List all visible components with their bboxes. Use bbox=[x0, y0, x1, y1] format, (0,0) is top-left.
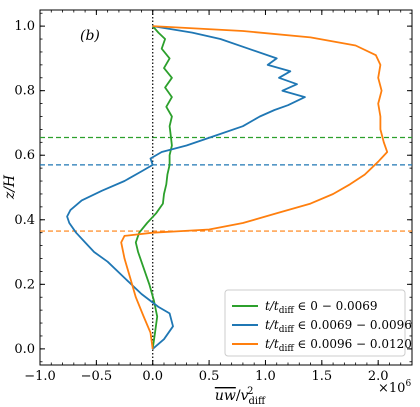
y-axis-label: z/H bbox=[2, 174, 18, 200]
x-axis-label: uw/vdiff2 bbox=[215, 386, 266, 407]
legend-range-0: ∈ 0 − 0.0069 bbox=[294, 299, 378, 313]
legend-box bbox=[224, 289, 406, 357]
tick-labels: −1.0 −0.5 0.0 0.5 1.0 1.5 2.0 0.0 0.2 0.4 0.6 0.8 1.… bbox=[14, 19, 388, 384]
series-line-1 bbox=[66, 25, 306, 350]
plot-frame bbox=[39, 9, 413, 366]
x-tick-label-6: 2.0 bbox=[368, 369, 389, 384]
reference-lines bbox=[40, 10, 412, 365]
x-label-sub: diff bbox=[248, 396, 266, 407]
y-tick-label-3: 0.6 bbox=[14, 148, 35, 163]
x-tick-label-5: 1.5 bbox=[311, 369, 332, 384]
legend-label-1: t/tdiff ∈ 0.0069 − 0.0096 bbox=[265, 318, 412, 335]
legend-label-2: t/tdiff ∈ 0.0096 − 0.0120 bbox=[265, 337, 412, 354]
x-label-slash: / bbox=[236, 388, 241, 404]
x-scale-base: ×10 bbox=[378, 381, 405, 396]
series-line-0 bbox=[134, 25, 173, 350]
x-tick-label-4: 1.0 bbox=[255, 369, 276, 384]
x-tick-label-1: −0.5 bbox=[81, 369, 113, 384]
legend-range-2: ∈ 0.0096 − 0.0120 bbox=[294, 337, 412, 351]
x-scale-label: ×106 bbox=[378, 379, 411, 396]
y-tick-label-5: 1.0 bbox=[14, 19, 35, 34]
y-tick-label-1: 0.2 bbox=[14, 277, 35, 292]
y-tick-label-4: 0.8 bbox=[14, 84, 35, 99]
x-label-v: v bbox=[241, 388, 249, 404]
series-line-2 bbox=[120, 25, 389, 350]
x-scale-exp: 6 bbox=[405, 379, 411, 389]
x-tick-label-3: 0.5 bbox=[199, 369, 220, 384]
x-label-sup: 2 bbox=[247, 386, 253, 397]
legend-label-0: t/tdiff ∈ 0 − 0.0069 bbox=[265, 299, 378, 316]
legend-sub-0: diff bbox=[279, 306, 295, 316]
legend-sub-1: diff bbox=[279, 325, 295, 335]
series-layer bbox=[66, 25, 389, 350]
panel-label: (b) bbox=[80, 28, 100, 44]
legend-time-2: t/t bbox=[265, 337, 279, 351]
legend-range-1: ∈ 0.0069 − 0.0096 bbox=[294, 318, 412, 332]
legend-sub-2: diff bbox=[279, 344, 295, 354]
x-tick-label-2: 0.0 bbox=[142, 369, 163, 384]
y-tick-label-0: 0.0 bbox=[14, 342, 35, 357]
y-tick-label-2: 0.4 bbox=[14, 213, 35, 228]
x-label-main: uw bbox=[215, 388, 236, 404]
axis-ticks bbox=[39, 10, 412, 365]
svg-text:uw/vdiff2: uw/vdiff2 bbox=[215, 386, 266, 407]
svg-text:×106: ×106 bbox=[378, 379, 411, 396]
x-tick-label-0: −1.0 bbox=[24, 369, 56, 384]
legend-time-1: t/t bbox=[265, 318, 279, 332]
legend-time-0: t/t bbox=[265, 299, 279, 313]
